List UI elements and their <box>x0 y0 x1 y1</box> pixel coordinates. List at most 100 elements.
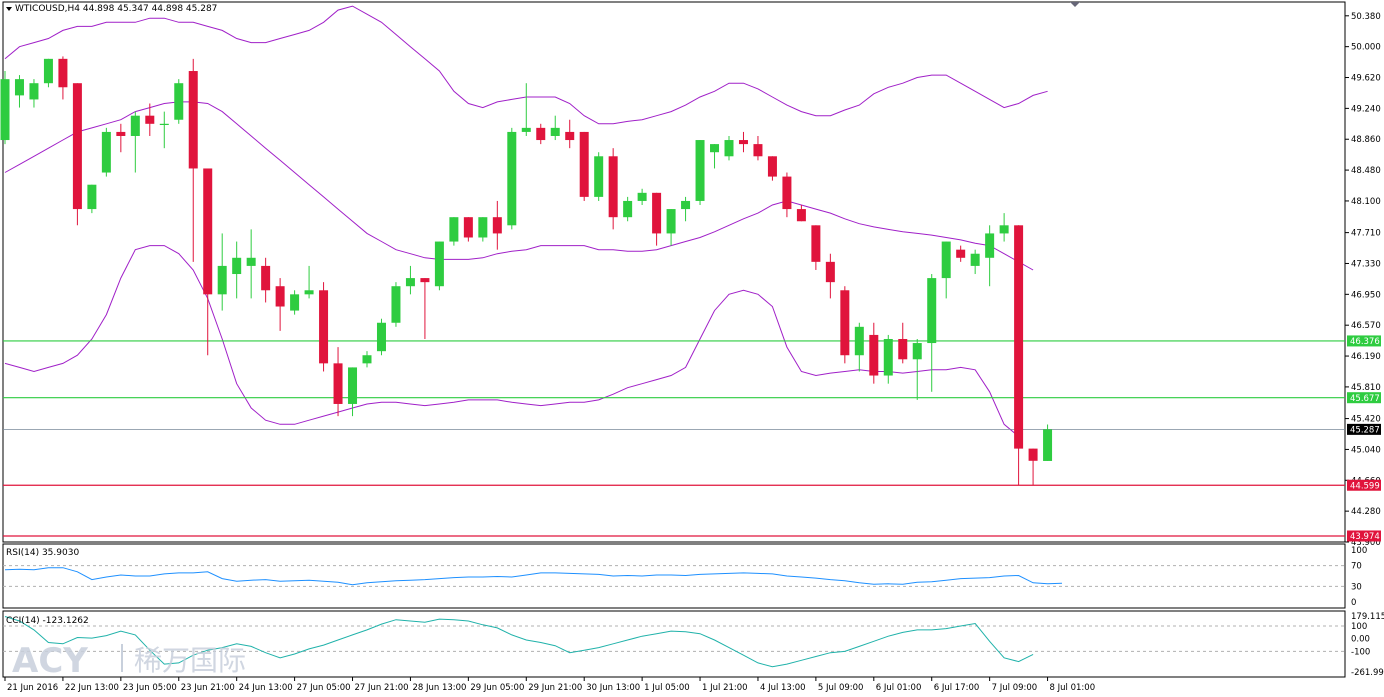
candle-body-up <box>0 79 10 141</box>
candle-body-up <box>101 131 111 173</box>
candle-body-down <box>565 131 575 141</box>
price-label-current: 45.287 <box>1350 426 1380 436</box>
cci-axis-label: 179.1154 <box>1351 612 1384 622</box>
rsi-axis-label: 0 <box>1351 598 1356 608</box>
price-label-green: 45.677 <box>1350 394 1380 404</box>
candle-body-up <box>710 144 720 153</box>
time-tick-label: 29 Jun 05:00 <box>470 683 524 693</box>
candle-body-down <box>333 363 343 404</box>
price-label-box-current <box>1347 423 1381 435</box>
candle-body-down <box>738 140 748 145</box>
candle-body-up <box>724 140 734 157</box>
candle-body-up <box>43 58 53 84</box>
cci-axis-label: -100 <box>1351 647 1370 657</box>
candle-body-up <box>521 127 531 132</box>
price-label-green: 46.376 <box>1350 337 1380 347</box>
rsi-axis-label: 30 <box>1351 582 1362 592</box>
candle-body-up <box>14 79 24 96</box>
candle-body-up <box>449 217 459 242</box>
price-tick-label: 45.040 <box>1351 445 1381 455</box>
candle-body-up <box>681 200 691 210</box>
chart-header-title: WTICOUSD,H4 44.898 45.347 44.898 45.287 <box>15 4 217 14</box>
cci-axis-label: 100 <box>1351 622 1367 632</box>
time-tick-label: 29 Jun 21:00 <box>528 683 582 693</box>
support-resistance-lines <box>3 340 1345 537</box>
candle-body-up <box>246 257 256 266</box>
candle-body-down <box>782 176 792 210</box>
candles <box>0 56 1053 486</box>
candle-body-up <box>970 253 980 266</box>
candle-body-up <box>87 184 97 210</box>
time-tick-label: 27 Jun 21:00 <box>355 683 409 693</box>
candle-body-down <box>796 209 806 222</box>
time-tick-label: 23 Jun 05:00 <box>123 683 177 693</box>
price-tick-label: 47.330 <box>1351 259 1381 269</box>
price-tick-label: 46.570 <box>1351 321 1381 331</box>
time-tick-label: 23 Jun 21:00 <box>181 683 235 693</box>
price-label-box-green <box>1347 392 1381 404</box>
rsi-line <box>4 567 1063 586</box>
time-tick-label: 30 Jun 13:00 <box>586 683 640 693</box>
bollinger-lower-line <box>4 245 1019 437</box>
candle-body-down <box>811 225 821 262</box>
candle-body-down <box>956 249 966 258</box>
candle-body-down <box>825 261 835 283</box>
time-tick-label: 5 Jul 09:00 <box>818 683 864 693</box>
candle-body-down <box>652 192 662 234</box>
candle-body-up <box>695 140 705 201</box>
cci-axis-label: 0.00 <box>1351 635 1370 645</box>
candle-body-up <box>854 326 864 356</box>
candle-body-down <box>145 115 155 124</box>
price-tick-label: 50.000 <box>1351 43 1381 53</box>
time-tick-label: 6 Jul 17:00 <box>934 683 980 693</box>
candle-body-up <box>985 233 995 258</box>
indicator-level-lines <box>3 565 1345 652</box>
candle-body-down <box>116 131 126 136</box>
cci-line <box>4 616 1034 668</box>
price-tick-label: 44.280 <box>1351 507 1381 517</box>
price-tick-label: 49.620 <box>1351 74 1381 84</box>
rsi-panel-frame <box>2 543 1346 609</box>
price-tick-label: 48.860 <box>1351 135 1381 145</box>
candle-body-down <box>420 278 430 283</box>
time-tick-label: 24 Jun 13:00 <box>239 683 293 693</box>
candle-body-down <box>753 144 763 157</box>
dropdown-triangle-icon[interactable] <box>6 7 12 11</box>
candle-body-down <box>840 290 850 356</box>
axes: 50.380 50.000 49.620 49.240 48.860 48.480 48.1… <box>4 12 1384 693</box>
price-tick-label: 46.190 <box>1351 352 1381 362</box>
price-label-box-green <box>1347 335 1381 347</box>
candle-body-down <box>1014 225 1024 449</box>
time-tick-label: 21 Jun 2016 <box>7 683 58 693</box>
scroll-marker-icon[interactable] <box>1070 2 1080 7</box>
candle-body-up <box>883 338 893 376</box>
candle-body-up <box>405 278 415 287</box>
watermark-latin: ACY <box>12 641 88 681</box>
candle-body-up <box>666 209 676 234</box>
candle-body-up <box>159 123 169 126</box>
candle-body-down <box>319 290 329 364</box>
rsi-axis-label: 70 <box>1351 562 1362 572</box>
time-tick-label: 7 Jul 09:00 <box>992 683 1038 693</box>
candle-body-up <box>999 225 1009 234</box>
candle-body-up <box>927 278 937 344</box>
time-tick-label: 27 Jun 05:00 <box>297 683 351 693</box>
candle-body-down <box>188 71 198 169</box>
candle-body-up <box>304 290 314 295</box>
candle-body-up <box>550 127 560 136</box>
price-tick-label: 47.710 <box>1351 229 1381 239</box>
candle-body-up <box>912 343 922 360</box>
time-tick-label: 6 Jul 01:00 <box>876 683 922 693</box>
cci-label: CCI(14) -123.1262 <box>6 616 89 626</box>
candle-body-down <box>608 156 618 218</box>
time-tick-label: 8 Jul 01:00 <box>1050 683 1096 693</box>
candle-body-down <box>463 217 473 238</box>
price-label-box-red <box>1347 530 1381 542</box>
time-tick-label: 28 Jun 13:00 <box>412 683 466 693</box>
candle-body-up <box>391 286 401 323</box>
price-label-box-red <box>1347 479 1381 491</box>
candle-body-down <box>536 127 546 141</box>
candle-body-down <box>767 156 777 177</box>
candle-body-up <box>478 217 488 238</box>
